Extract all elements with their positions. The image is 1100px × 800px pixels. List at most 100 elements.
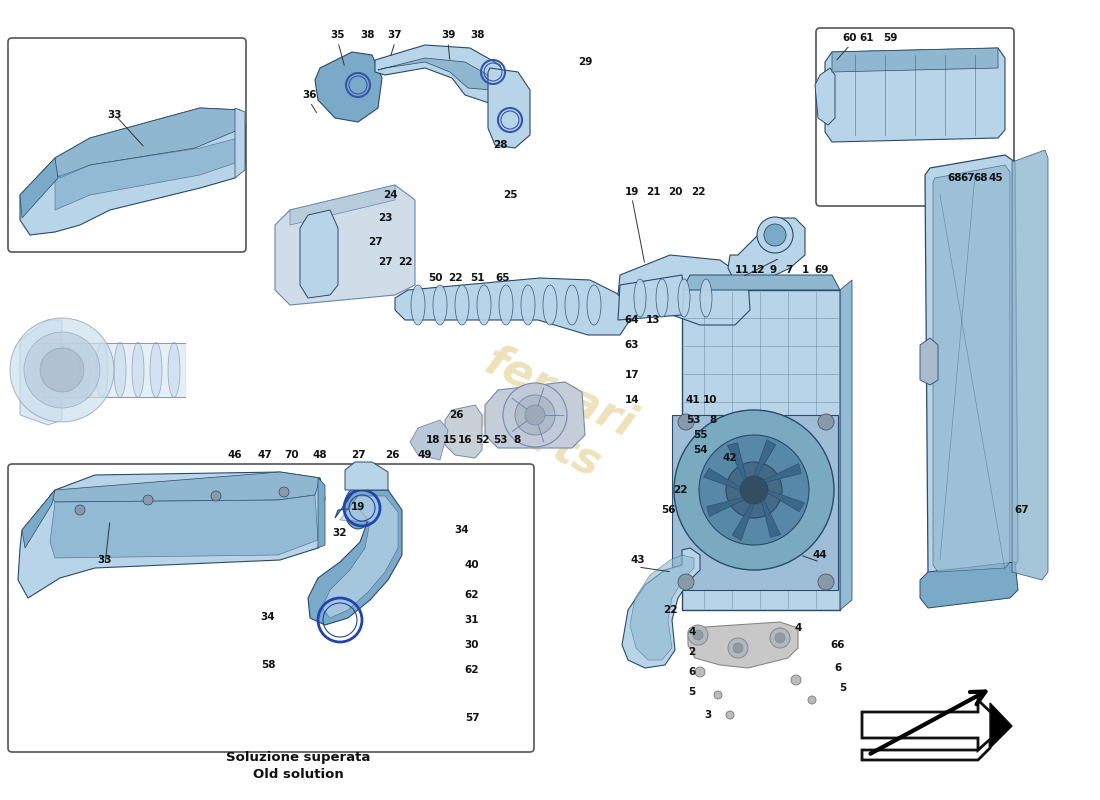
Text: 42: 42	[723, 453, 737, 463]
Circle shape	[678, 414, 694, 430]
Text: 45: 45	[989, 173, 1003, 183]
Circle shape	[279, 487, 289, 497]
Ellipse shape	[168, 342, 180, 398]
Text: 33: 33	[108, 110, 122, 120]
Ellipse shape	[411, 285, 425, 325]
Text: 70: 70	[285, 450, 299, 460]
Text: 38: 38	[471, 30, 485, 40]
Text: 19: 19	[351, 502, 365, 512]
Ellipse shape	[543, 285, 557, 325]
Polygon shape	[682, 275, 840, 290]
Ellipse shape	[477, 285, 491, 325]
Text: 58: 58	[261, 660, 275, 670]
Text: 57: 57	[464, 713, 480, 723]
Ellipse shape	[455, 285, 469, 325]
Circle shape	[515, 395, 556, 435]
Text: 68: 68	[948, 173, 962, 183]
Polygon shape	[618, 255, 750, 325]
Ellipse shape	[587, 285, 601, 325]
Circle shape	[674, 410, 834, 570]
Ellipse shape	[132, 342, 144, 398]
Text: 61: 61	[860, 33, 875, 43]
FancyBboxPatch shape	[816, 28, 1014, 206]
Text: 27: 27	[351, 450, 365, 460]
Text: 6: 6	[689, 667, 695, 677]
Text: 22: 22	[448, 273, 462, 283]
Text: 62: 62	[464, 590, 480, 600]
Text: 6: 6	[835, 663, 842, 673]
Ellipse shape	[344, 487, 372, 529]
Text: 47: 47	[257, 450, 273, 460]
Ellipse shape	[150, 342, 162, 398]
Polygon shape	[761, 500, 781, 538]
Text: 9: 9	[769, 265, 777, 275]
Text: 11: 11	[735, 265, 749, 275]
Circle shape	[740, 476, 768, 504]
Ellipse shape	[366, 494, 394, 536]
Polygon shape	[378, 58, 492, 90]
Circle shape	[714, 691, 722, 699]
Text: 22: 22	[673, 485, 688, 495]
Text: 25: 25	[503, 190, 517, 200]
Circle shape	[808, 696, 816, 704]
Text: Soluzione superata: Soluzione superata	[226, 751, 371, 765]
Text: 28: 28	[493, 140, 507, 150]
Polygon shape	[20, 108, 245, 235]
Polygon shape	[318, 478, 324, 548]
Text: 35: 35	[331, 30, 345, 40]
Polygon shape	[55, 138, 238, 210]
Text: 16: 16	[458, 435, 472, 445]
Polygon shape	[862, 700, 1005, 750]
Circle shape	[726, 711, 734, 719]
Text: 48: 48	[312, 450, 328, 460]
Ellipse shape	[78, 342, 90, 398]
Circle shape	[818, 574, 834, 590]
Text: 53: 53	[685, 415, 701, 425]
Ellipse shape	[60, 342, 72, 398]
Circle shape	[678, 574, 694, 590]
Circle shape	[688, 625, 708, 645]
Polygon shape	[20, 158, 58, 218]
Circle shape	[143, 495, 153, 505]
Polygon shape	[375, 45, 510, 105]
Circle shape	[693, 630, 703, 640]
Text: 14: 14	[625, 395, 639, 405]
Polygon shape	[727, 442, 746, 480]
Circle shape	[695, 667, 705, 677]
Text: 7: 7	[785, 265, 793, 275]
Circle shape	[728, 638, 748, 658]
Circle shape	[726, 462, 782, 518]
Ellipse shape	[42, 342, 54, 398]
Text: 55: 55	[693, 430, 707, 440]
Text: 62: 62	[464, 665, 480, 675]
Polygon shape	[815, 68, 835, 125]
Text: 68: 68	[974, 173, 988, 183]
Text: ferrari
parts: ferrari parts	[458, 340, 642, 492]
Ellipse shape	[700, 279, 712, 317]
Text: 30: 30	[464, 640, 480, 650]
Text: 54: 54	[693, 445, 707, 455]
Circle shape	[40, 348, 84, 392]
Polygon shape	[672, 415, 838, 590]
Ellipse shape	[96, 342, 108, 398]
Text: 27: 27	[377, 257, 393, 267]
Text: 34: 34	[454, 525, 470, 535]
Text: 20: 20	[668, 187, 682, 197]
Text: 8: 8	[514, 435, 520, 445]
FancyBboxPatch shape	[8, 38, 246, 252]
Polygon shape	[322, 496, 398, 618]
Circle shape	[791, 675, 801, 685]
Text: 15: 15	[442, 435, 458, 445]
Text: 32: 32	[332, 528, 348, 538]
Polygon shape	[300, 210, 338, 298]
Circle shape	[211, 491, 221, 501]
Polygon shape	[688, 622, 798, 668]
Text: 60: 60	[843, 33, 857, 43]
Text: 22: 22	[662, 605, 678, 615]
Text: 36: 36	[302, 90, 317, 100]
Polygon shape	[933, 165, 1010, 572]
Polygon shape	[920, 338, 938, 385]
Circle shape	[770, 628, 790, 648]
Polygon shape	[682, 290, 840, 610]
Polygon shape	[728, 218, 805, 285]
